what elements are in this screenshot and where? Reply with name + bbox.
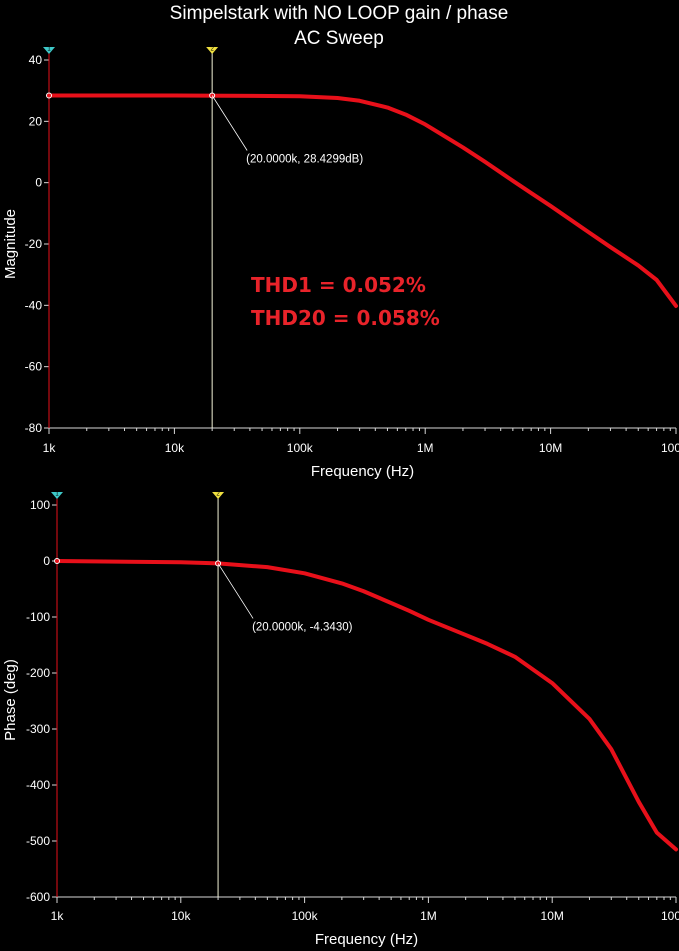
- phase-data-point: [303, 572, 306, 575]
- magnitude-data-point: [404, 113, 407, 116]
- phase-x-tick-label: 10k: [171, 909, 191, 923]
- magnitude-y-tick-label: -80: [25, 421, 43, 435]
- chart-title-line1: Simpelstark with NO LOOP gain / phase: [170, 3, 509, 24]
- magnitude-data-point: [655, 278, 658, 282]
- magnitude-y-tick-label: -40: [25, 298, 43, 312]
- phase-data-point: [610, 747, 613, 751]
- magnitude-x-tick-label: 10M: [539, 441, 562, 455]
- magnitude-data-point: [529, 191, 533, 195]
- phase-x-tick-label: 1k: [51, 909, 65, 923]
- phase-data-point: [513, 655, 517, 658]
- phase-data-point: [486, 642, 489, 646]
- phase-cursor-2-marker: [215, 560, 222, 567]
- magnitude-data-point: [511, 179, 515, 183]
- magnitude-data-point: [637, 264, 640, 267]
- magnitude-cursor-2-marker: [209, 92, 216, 99]
- magnitude-x-tick-label: 1k: [43, 441, 57, 455]
- phase-y-axis-label: Phase (deg): [2, 659, 19, 741]
- phase-x-tick-label: 1M: [420, 909, 437, 923]
- phase-data-point: [408, 609, 411, 613]
- magnitude-data-point: [674, 304, 678, 308]
- magnitude-y-axis-label: Magnitude: [2, 209, 19, 279]
- magnitude-cursor-1-flag[interactable]: [43, 47, 55, 54]
- phase-data-point: [464, 633, 467, 637]
- magnitude-cursor-2-flag[interactable]: [206, 47, 219, 54]
- phase-data-point: [588, 717, 591, 721]
- phase-y-tick-label: -300: [26, 722, 50, 736]
- phase-y-tick-label: -200: [26, 666, 50, 680]
- phase-trace: [55, 559, 678, 852]
- magnitude-data-point: [483, 160, 487, 164]
- magnitude-cursor-2-leader: [211, 95, 248, 151]
- magnitude-data-point: [173, 94, 176, 97]
- phase-x-tick-label: 100M: [661, 909, 679, 923]
- magnitude-data-point: [336, 96, 339, 100]
- phase-cursor-2-flag[interactable]: [212, 492, 225, 499]
- magnitude-cursor-2-readout: (20.0000k, 28.4299dB): [246, 153, 363, 165]
- phase-data-point: [655, 831, 659, 834]
- magnitude-data-point: [549, 204, 552, 208]
- magnitude-data-point: [587, 230, 590, 234]
- magnitude-data-point: [386, 106, 389, 109]
- phase-cursor-2-flag-number: 2: [216, 492, 220, 498]
- phase-data-point: [340, 582, 344, 585]
- phase-data-point: [674, 848, 678, 851]
- phase-cursor-1-flag-number: 1: [55, 492, 59, 498]
- magnitude-y-tick-label: 20: [29, 114, 43, 128]
- thd20-annotation: THD20 = 0.058%: [251, 306, 440, 330]
- phase-y-tick-label: -100: [26, 610, 50, 624]
- magnitude-data-point: [424, 123, 427, 126]
- magnitude-data-point: [358, 99, 361, 102]
- magnitude-y-tick-label: 0: [35, 176, 42, 190]
- magnitude-x-tick-label: 100k: [287, 441, 314, 455]
- magnitude-y-tick-label: 40: [29, 53, 43, 67]
- phase-y-tick-label: -400: [26, 778, 50, 792]
- thd1-annotation: THD1 = 0.052%: [251, 273, 426, 297]
- phase-data-point: [55, 559, 59, 563]
- magnitude-y-tick-label: -60: [25, 360, 43, 374]
- magnitude-data-point: [461, 146, 465, 149]
- phase-cursor-2-leader: [217, 563, 254, 619]
- phase-cursor-2-readout: (20.0000k, -4.3430): [252, 621, 353, 633]
- magnitude-cursor-2-flag-number: 2: [210, 47, 214, 53]
- phase-data-point: [179, 561, 182, 564]
- magnitude-data-point: [609, 245, 612, 249]
- magnitude-x-tick-label: 1M: [417, 441, 434, 455]
- chart-title-line2: AC Sweep: [294, 28, 384, 49]
- magnitude-x-tick-label: 100M: [661, 441, 679, 455]
- phase-cursor-1-flag[interactable]: [51, 492, 63, 499]
- magnitude-cursor-1-marker: [46, 92, 52, 99]
- magnitude-data-point: [298, 94, 301, 98]
- phase-data-point: [637, 800, 640, 803]
- magnitude-cursor-1-flag-number: 1: [47, 47, 51, 53]
- phase-y-tick-label: -600: [26, 890, 50, 904]
- phase-cursor-1-marker: [54, 558, 60, 564]
- phase-data-point: [389, 601, 393, 605]
- magnitude-y-tick-label: -20: [25, 237, 43, 251]
- phase-y-tick-label: 100: [30, 498, 50, 512]
- phase-x-tick-label: 10M: [541, 909, 564, 923]
- magnitude-x-axis-label: Frequency (Hz): [311, 463, 414, 480]
- phase-data-point: [362, 590, 365, 593]
- phase-data-point: [266, 565, 269, 569]
- magnitude-x-tick-label: 10k: [165, 441, 185, 455]
- phase-x-tick-label: 100k: [292, 909, 319, 923]
- magnitude-trace: [47, 93, 678, 308]
- phase-x-axis-label: Frequency (Hz): [315, 931, 418, 948]
- magnitude-data-point: [47, 94, 51, 97]
- phase-y-tick-label: -500: [26, 834, 50, 848]
- phase-data-point: [551, 681, 554, 685]
- phase-y-tick-label: 0: [43, 554, 50, 568]
- phase-data-point: [427, 618, 430, 621]
